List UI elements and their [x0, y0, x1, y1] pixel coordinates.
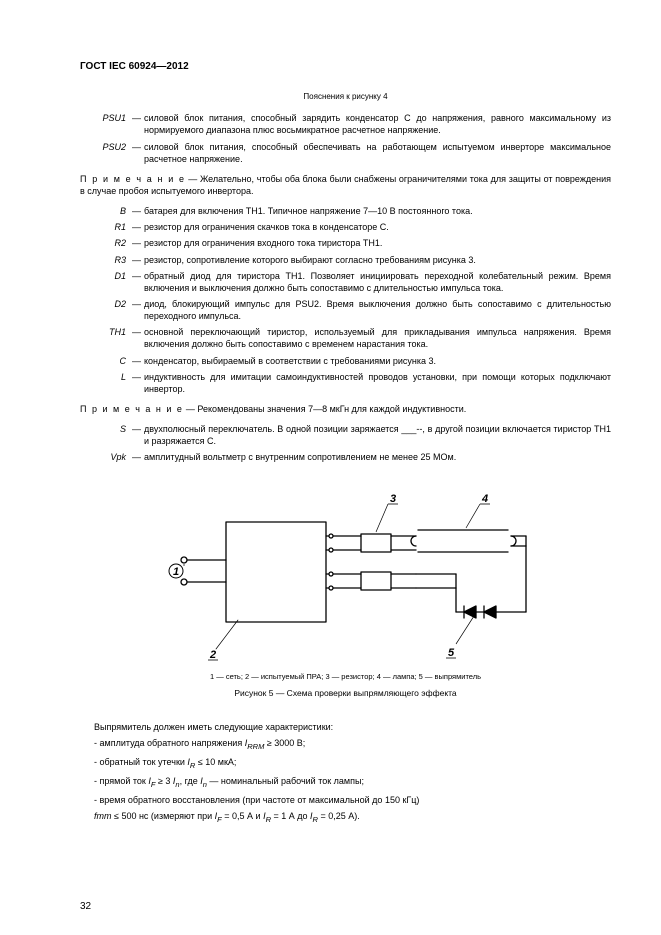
dash: —: [132, 423, 144, 447]
def-term: R3: [80, 254, 132, 266]
figure5-legend: 1 — сеть; 2 — испытуемый ПРА; 3 — резист…: [80, 672, 611, 682]
def-row: PSU1 — силовой блок питания, способный з…: [80, 112, 611, 136]
fig-label-3: 3: [390, 493, 396, 505]
fig-label-1: 1: [173, 566, 179, 578]
def-term: PSU2: [80, 141, 132, 165]
dash: —: [132, 205, 144, 217]
def-term: D1: [80, 270, 132, 294]
def-text: силовой блок питания, способный обеспечи…: [144, 141, 611, 165]
def-text: батарея для включения ТН1. Типичное напр…: [144, 205, 611, 217]
dash: —: [132, 355, 144, 367]
note-2: П р и м е ч а н и е — Рекомендованы знач…: [80, 403, 611, 415]
figure5-schematic: 1 2 3 4 5: [156, 474, 536, 664]
rectifier-item: - время обратного восстановления (при ча…: [94, 794, 611, 806]
def-row: Vpk — амплитудный вольтметр с внутренним…: [80, 451, 611, 463]
def-text: амплитудный вольтметр с внутренним сопро…: [144, 451, 611, 463]
fig4-explain-caption: Пояснения к рисунку 4: [80, 92, 611, 103]
dash: —: [132, 451, 144, 463]
def-text: резистор для ограничения скачков тока в …: [144, 221, 611, 233]
rectifier-intro: Выпрямитель должен иметь следующие харак…: [94, 721, 611, 733]
dash: —: [132, 371, 144, 395]
def-term: PSU1: [80, 112, 132, 136]
def-text: диод, блокирующий импульс для PSU2. Врем…: [144, 298, 611, 322]
def-text: индуктивность для имитации самоиндуктивн…: [144, 371, 611, 395]
dash: —: [132, 112, 144, 136]
dash: —: [132, 270, 144, 294]
dash: —: [132, 326, 144, 350]
rectifier-item: - прямой ток IF ≥ 3 In, где In — номинал…: [94, 775, 611, 790]
def-row: S — двухполюсный переключатель. В одной …: [80, 423, 611, 447]
fig-label-4: 4: [481, 493, 488, 505]
dash: —: [132, 221, 144, 233]
def-text: резистор для ограничения входного тока т…: [144, 237, 611, 249]
defs-psu: PSU1 — силовой блок питания, способный з…: [80, 112, 611, 165]
note-text: — Рекомендованы значения 7—8 мкГн для ка…: [183, 404, 466, 414]
def-term: R1: [80, 221, 132, 233]
dash: —: [132, 237, 144, 249]
page-number: 32: [80, 900, 91, 914]
def-row: В—батарея для включения ТН1. Типичное на…: [80, 205, 611, 217]
def-row: D2—диод, блокирующий импульс для PSU2. В…: [80, 298, 611, 322]
fig-label-5: 5: [448, 647, 455, 659]
def-term: C: [80, 355, 132, 367]
dash: —: [132, 298, 144, 322]
def-text: двухполюсный переключатель. В одной пози…: [144, 423, 611, 447]
def-row: R2—резистор для ограничения входного ток…: [80, 237, 611, 249]
note-1: П р и м е ч а н и е — Желательно, чтобы …: [80, 173, 611, 197]
note-lead: П р и м е ч а н и е: [80, 404, 183, 414]
def-row: C—конденсатор, выбираемый в соответствии…: [80, 355, 611, 367]
def-term: В: [80, 205, 132, 217]
def-row: TH1—основной переключающий тиристор, исп…: [80, 326, 611, 350]
dash: —: [132, 141, 144, 165]
def-text: обратный диод для тиристора ТН1. Позволя…: [144, 270, 611, 294]
def-term: TH1: [80, 326, 132, 350]
def-row: PSU2 — силовой блок питания, способный о…: [80, 141, 611, 165]
def-row: R3—резистор, сопротивление которого выби…: [80, 254, 611, 266]
defs-extra: S — двухполюсный переключатель. В одной …: [80, 423, 611, 463]
def-text: конденсатор, выбираемый в соответствии с…: [144, 355, 611, 367]
figure5-caption: Рисунок 5 — Схема проверки выпрямляющего…: [80, 688, 611, 699]
def-term: L: [80, 371, 132, 395]
def-row: R1—резистор для ограничения скачков тока…: [80, 221, 611, 233]
def-row: D1—обратный диод для тиристора ТН1. Позв…: [80, 270, 611, 294]
def-term: D2: [80, 298, 132, 322]
rectifier-item: fтт ≤ 500 нс (измеряют при IF = 0,5 А и …: [94, 810, 611, 825]
rectifier-list: - амплитуда обратного напряжения IRRM ≥ …: [94, 737, 611, 825]
def-text: силовой блок питания, способный зарядить…: [144, 112, 611, 136]
rectifier-item: - амплитуда обратного напряжения IRRM ≥ …: [94, 737, 611, 752]
defs-main: В—батарея для включения ТН1. Типичное на…: [80, 205, 611, 395]
doc-header: ГОСТ IEC 60924—2012: [80, 60, 611, 74]
def-text: основной переключающий тиристор, использ…: [144, 326, 611, 350]
def-row: L—индуктивность для имитации самоиндукти…: [80, 371, 611, 395]
fig-label-2: 2: [209, 649, 216, 661]
def-text: резистор, сопротивление которого выбираю…: [144, 254, 611, 266]
dash: —: [132, 254, 144, 266]
def-term: S: [80, 423, 132, 447]
def-term: Vpk: [80, 451, 132, 463]
note-lead: П р и м е ч а н и е: [80, 174, 185, 184]
rectifier-item: - обратный ток утечки IR ≤ 10 мкА;: [94, 756, 611, 771]
def-term: R2: [80, 237, 132, 249]
